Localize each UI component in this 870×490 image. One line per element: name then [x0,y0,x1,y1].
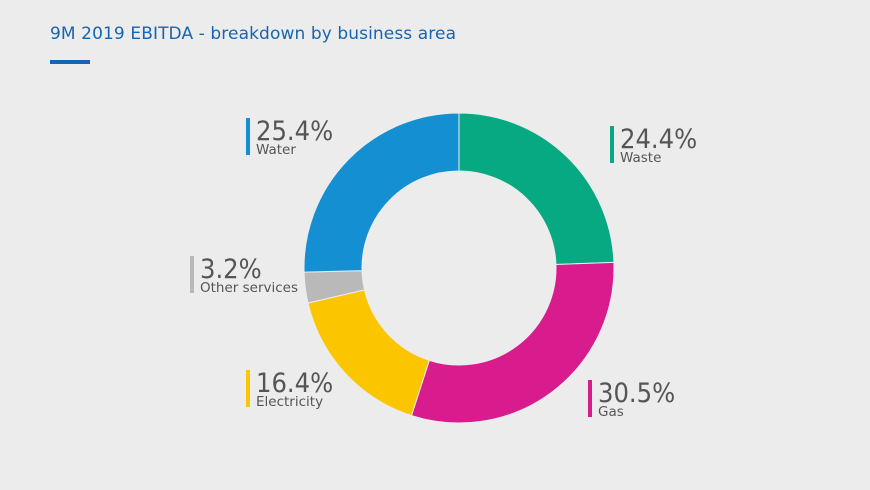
label-color-bar [190,256,194,293]
chart-title: 9M 2019 EBITDA - breakdown by business a… [50,24,457,44]
slice-name-label: Water [256,142,296,158]
label-electricity: 16.4%Electricity [246,368,333,410]
slice-name-label: Electricity [256,394,323,410]
slice-gas [410,261,615,424]
slice-water [303,112,460,273]
donut-slices [303,112,615,424]
label-color-bar [588,380,592,417]
slice-name-label: Gas [598,404,624,420]
label-color-bar [246,370,250,407]
slice-value-label: 25.4% [256,116,333,147]
slice-name-label: Waste [620,150,661,166]
slice-value-label: 24.4% [620,124,697,155]
slice-value-label: 30.5% [598,378,675,409]
label-gas: 30.5%Gas [588,378,675,420]
label-waste: 24.4%Waste [610,124,697,166]
slice-name-label: Other services [200,280,298,296]
label-color-bar [610,126,614,163]
label-color-bar [246,118,250,155]
slice-value-label: 16.4% [256,368,333,399]
slice-value-label: 3.2% [200,254,262,285]
donut-labels: 24.4%Waste 30.5%Gas 16.4%Electricity 3.2%Ot… [190,116,697,420]
slice-waste [458,112,615,266]
label-other-services: 3.2%Other services [190,254,298,296]
label-water: 25.4%Water [246,116,333,158]
title-underline [50,60,90,64]
